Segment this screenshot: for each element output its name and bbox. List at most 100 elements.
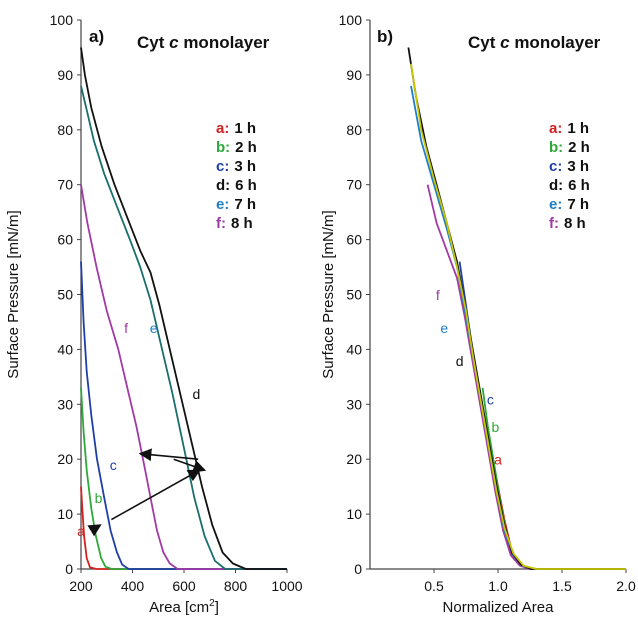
panel-a-chart: 0 10 20 30 40 50 60 70 80 90 100 200 400 600 800 1000 Su… [5, 12, 303, 616]
legend-entry-d: d: 6 h [549, 177, 590, 194]
legend-key: e: [216, 196, 229, 213]
y-tick-label: 60 [346, 232, 362, 248]
legend-text: 2 h [568, 139, 590, 156]
y-tick-label: 10 [346, 506, 362, 522]
series-line-d [80, 47, 287, 570]
legend-text: 3 h [234, 158, 256, 175]
legend-entry-c: c: 3 h [549, 158, 589, 175]
annotation-arrow [138, 448, 199, 462]
chart-title-text: c [500, 33, 510, 52]
y-tick-label: 90 [57, 67, 73, 83]
series-label-c: c [110, 457, 117, 473]
legend-text: 1 h [567, 120, 589, 137]
y-tick-label: 50 [346, 287, 362, 303]
legend-key: d: [216, 177, 230, 194]
legend-key: c: [549, 158, 562, 175]
series-label-e: e [150, 320, 158, 336]
legend-text: 6 h [235, 177, 257, 194]
x-tick-label: 400 [121, 578, 145, 594]
legend-key: d: [549, 177, 563, 194]
x-tick-label: 1000 [271, 578, 302, 594]
series-label-e: e [440, 320, 448, 336]
chart-title: Cyt c monolayer [137, 33, 270, 52]
y-tick-label: 20 [346, 451, 362, 467]
legend-entry-f: f: 8 h [549, 215, 586, 232]
annotation-arrow [173, 458, 207, 473]
y-tick-label: 80 [346, 122, 362, 138]
series-label-c: c [487, 391, 494, 407]
legend-text: 6 h [568, 177, 590, 194]
legend-entry-b: b: 2 h [549, 139, 590, 156]
legend-text: 1 h [234, 120, 256, 137]
x-axis-label-superscript: 2 [209, 598, 215, 609]
y-axis-label: Surface Pressure [mN/m] [320, 210, 337, 378]
y-tick-label: 60 [57, 232, 73, 248]
legend-entry-c: c: 3 h [216, 158, 256, 175]
legend-key: c: [216, 158, 229, 175]
y-tick-label: 40 [346, 341, 362, 357]
chart-title-text: Cyt [137, 33, 169, 52]
series-label-d: d [192, 386, 200, 402]
series-line-f [426, 184, 626, 570]
chart-title-text: monolayer [510, 33, 601, 52]
legend-entry-f: f: 8 h [216, 215, 253, 232]
chart-title-text: monolayer [179, 33, 270, 52]
legend-key: e: [549, 196, 562, 213]
y-tick-label: 100 [339, 12, 363, 28]
x-tick-label: 800 [224, 578, 248, 594]
legend-entry-a: a: 1 h [549, 120, 589, 137]
legend-text: 8 h [564, 215, 586, 232]
legend-text: 7 h [234, 196, 256, 213]
panel-label: a) [89, 27, 104, 46]
legend-key: b: [549, 139, 563, 156]
legend-entry-e: e: 7 h [216, 196, 256, 213]
legend-key: a: [549, 120, 562, 137]
legend-entry-a: a: 1 h [216, 120, 256, 137]
panel-b-chart: 0 10 20 30 40 50 60 70 80 90 100 0.5 1.0 1.5 2.0 Surfac… [320, 12, 636, 616]
x-tick-label: 2.0 [616, 578, 636, 594]
x-tick-label: 1.0 [488, 578, 508, 594]
y-tick-label: 70 [57, 177, 73, 193]
legend-text: 7 h [567, 196, 589, 213]
legend-text: 2 h [235, 139, 257, 156]
series-label-f: f [436, 287, 440, 303]
series-line-c [80, 261, 287, 570]
y-tick-label: 10 [57, 506, 73, 522]
annotation-arrow [110, 469, 201, 521]
series-label-a: a [77, 523, 85, 539]
y-tick-label: 40 [57, 341, 73, 357]
y-axis-label: Surface Pressure [mN/m] [5, 210, 22, 378]
legend-key: f: [216, 215, 226, 232]
legend-key: a: [216, 120, 229, 137]
legend-text: 8 h [231, 215, 253, 232]
legend-key: b: [216, 139, 230, 156]
series-line-e [80, 85, 287, 570]
y-tick-label: 80 [57, 122, 73, 138]
series-label-f: f [124, 320, 128, 336]
y-tick-label: 90 [346, 67, 362, 83]
y-tick-label: 30 [57, 396, 73, 412]
x-tick-label: 0.5 [424, 578, 444, 594]
chart-title-text: Cyt [468, 33, 500, 52]
series-line-a [80, 486, 287, 570]
legend-entry-d: d: 6 h [216, 177, 257, 194]
y-tick-label: 100 [50, 12, 74, 28]
y-tick-label: 0 [354, 561, 362, 577]
x-tick-label: 1.5 [552, 578, 572, 594]
y-tick-label: 50 [57, 287, 73, 303]
x-axis-label-text: Area [cm [149, 599, 209, 616]
x-axis-label: Normalized Area [443, 599, 555, 616]
x-tick-label: 200 [69, 578, 93, 594]
y-tick-label: 20 [57, 451, 73, 467]
series-label-d: d [456, 353, 464, 369]
x-axis-label-text: ] [215, 599, 219, 616]
chart-title-text: c [169, 33, 179, 52]
legend-text: 3 h [567, 158, 589, 175]
chart-title: Cyt c monolayer [468, 33, 601, 52]
y-tick-label: 0 [65, 561, 73, 577]
legend-entry-b: b: 2 h [216, 139, 257, 156]
series-label-b: b [492, 419, 500, 435]
series-label-b: b [95, 490, 103, 506]
panel-label: b) [377, 27, 393, 46]
